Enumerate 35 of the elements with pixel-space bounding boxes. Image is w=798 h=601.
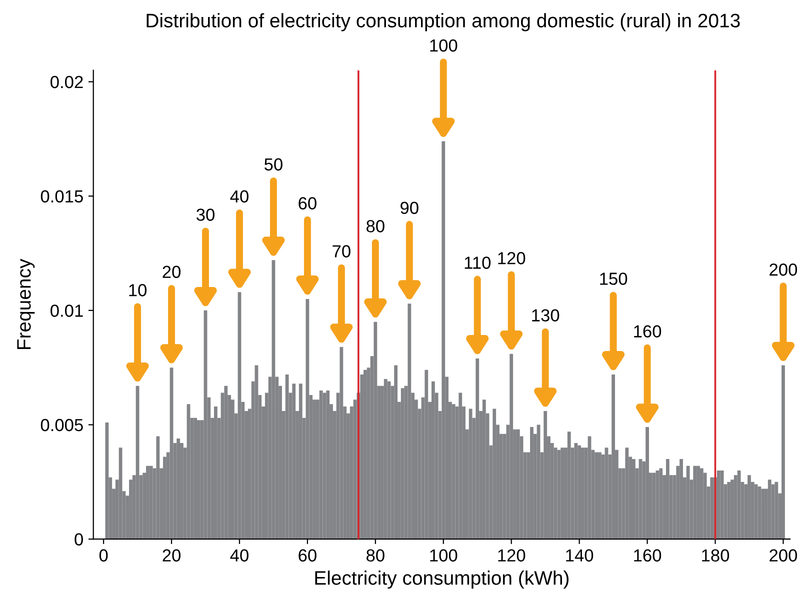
y-tick-label: 0.005	[40, 418, 83, 432]
annotation: 10	[129, 284, 147, 296]
x-tick-label: 100	[430, 549, 458, 562]
x-tick-label: 120	[498, 549, 526, 562]
y-tick-label: 0.01	[50, 304, 83, 317]
annotation: 50	[264, 158, 282, 171]
x-tick-label: 40	[230, 549, 248, 562]
x-tick-label: 200	[770, 549, 798, 562]
y-tick-label: 0.02	[50, 76, 83, 88]
annotation: 80	[366, 220, 384, 232]
x-tick-label: 20	[162, 549, 181, 562]
annotation: 90	[400, 202, 418, 214]
annotation: 20	[162, 266, 181, 278]
annotation: 120	[498, 252, 526, 264]
chart-title: Distribution of electricity consumption among domestic (rural) in 2013	[146, 13, 740, 32]
x-tick-label: 0	[99, 549, 108, 562]
annotation: 40	[230, 190, 248, 203]
x-tick-label: 140	[566, 549, 594, 562]
annotation: 200	[770, 263, 798, 276]
annotation: 70	[332, 245, 350, 258]
annotation: 100	[430, 39, 458, 52]
annotation: 60	[298, 197, 316, 210]
x-axis-title: Electricity consumption (kWh)	[315, 570, 569, 589]
annotation: 160	[634, 325, 662, 338]
x-tick-label: 60	[298, 549, 316, 562]
annotation: 30	[196, 208, 214, 221]
annotation: 150	[600, 272, 628, 285]
y-axis-title: Frequency	[17, 258, 35, 350]
annotation: 130	[532, 309, 560, 322]
x-tick-label: 160	[634, 549, 662, 562]
y-tick-label: 0	[74, 533, 83, 546]
y-tick-label: 0.015	[40, 190, 83, 203]
annotation: 110	[464, 256, 491, 269]
x-tick-label: 180	[702, 549, 730, 562]
x-tick-label: 80	[366, 549, 384, 562]
